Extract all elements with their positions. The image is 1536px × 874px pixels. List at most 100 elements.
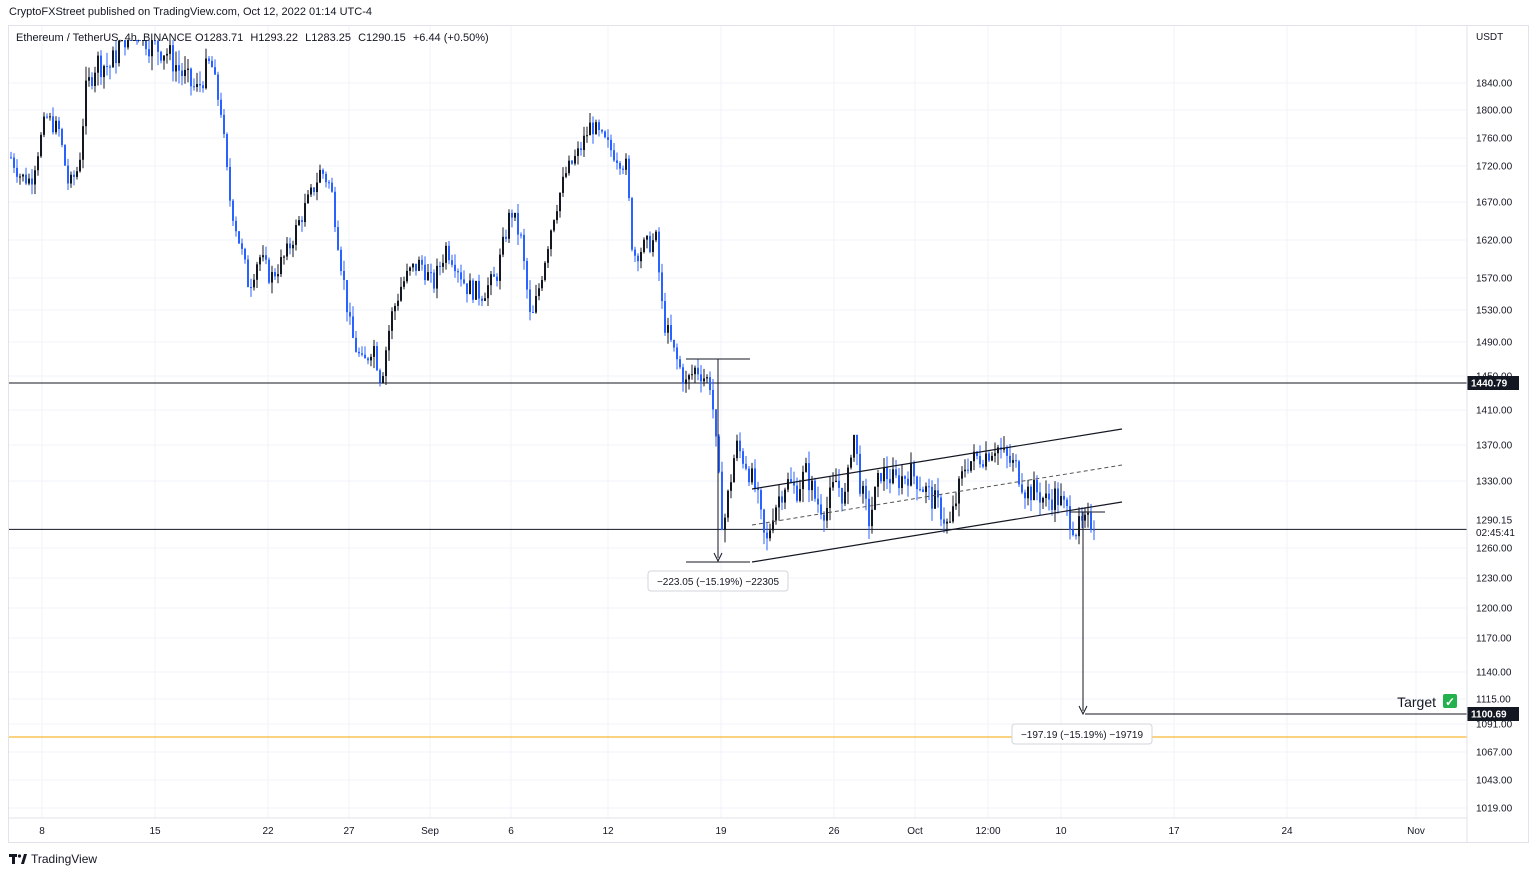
candle-body: [949, 521, 951, 523]
candle: [76, 166, 78, 180]
candle: [349, 302, 351, 325]
candle: [148, 40, 150, 64]
candle-body: [346, 280, 348, 313]
candle-body: [496, 276, 498, 281]
candle-body: [463, 279, 465, 284]
candle-body: [1069, 506, 1071, 530]
candle: [949, 511, 951, 524]
candle-body: [853, 434, 855, 458]
candle-body: [316, 182, 318, 193]
candle: [388, 325, 390, 361]
candles: [10, 40, 1095, 551]
candle-body: [550, 230, 552, 250]
candle-body: [172, 45, 174, 72]
candle-body: [25, 174, 27, 184]
candle: [223, 109, 225, 138]
candle-body: [640, 251, 642, 262]
candle: [1087, 502, 1089, 528]
candle-body: [922, 489, 924, 493]
y-tick-label: 1530.00: [1476, 306, 1513, 317]
candle-body: [1090, 512, 1092, 530]
candle-body: [88, 77, 90, 81]
candle-body: [418, 259, 420, 271]
candle: [370, 353, 372, 367]
candle-body: [433, 272, 435, 289]
candle: [28, 173, 30, 186]
candle: [799, 479, 801, 503]
y-tick-label: 1570.00: [1476, 274, 1513, 285]
candle: [943, 507, 945, 533]
candle-body: [364, 354, 366, 359]
candle: [646, 235, 648, 249]
candle: [685, 370, 687, 393]
candle-body: [565, 173, 567, 177]
candle: [625, 153, 627, 175]
candle-body: [145, 40, 147, 50]
candle-body: [1078, 516, 1080, 537]
candle: [199, 71, 201, 93]
target-price-label: 1100.69: [1471, 710, 1507, 721]
candle-body: [427, 272, 429, 281]
candle-body: [673, 339, 675, 348]
candle-body: [754, 468, 756, 489]
candle: [394, 303, 396, 320]
candle: [391, 307, 393, 340]
candle-body: [379, 370, 381, 383]
candle: [709, 371, 711, 396]
candle: [436, 258, 438, 299]
y-tick-label: 1200.00: [1476, 604, 1513, 615]
candle: [220, 92, 222, 118]
candle-body: [367, 358, 369, 361]
candle-body: [712, 389, 714, 410]
candle: [1003, 436, 1005, 453]
price-axis: USDT 1840.00 1800.00 1760.00 1720.00 1670.00 1…: [1466, 26, 1515, 843]
candle-body: [871, 509, 873, 527]
candle: [811, 475, 813, 501]
high-value: H1293.22: [250, 32, 299, 44]
candle: [463, 270, 465, 285]
candle: [484, 292, 486, 302]
candle: [94, 66, 96, 93]
tradingview-footer[interactable]: TradingView: [9, 851, 97, 867]
candle: [553, 219, 555, 233]
candle-body: [682, 367, 684, 384]
candle: [820, 494, 822, 520]
candle: [196, 72, 198, 92]
candle-body: [1066, 499, 1068, 507]
x-tick-label: 24: [1281, 826, 1293, 837]
candle: [724, 513, 726, 543]
candle: [589, 112, 591, 136]
candle-body: [898, 475, 900, 489]
candle-body: [919, 489, 921, 491]
candle-body: [760, 490, 762, 510]
target-measure-label-box: [1011, 723, 1153, 745]
candle-body: [1006, 448, 1008, 456]
candle-body: [199, 84, 201, 86]
candle: [628, 155, 630, 202]
candle: [298, 216, 300, 226]
candle: [922, 486, 924, 493]
candle-body: [46, 116, 48, 118]
candle: [139, 40, 141, 41]
candle-body: [337, 227, 339, 250]
candle: [85, 66, 87, 135]
candle-body: [442, 262, 444, 267]
candle-body: [241, 243, 243, 249]
chart-frame[interactable]: [8, 25, 1529, 843]
candle-body: [526, 261, 528, 290]
candle-body: [490, 274, 492, 286]
candle: [91, 72, 93, 90]
candle-body: [340, 249, 342, 271]
candle-body: [400, 286, 402, 301]
candle-body: [268, 259, 270, 283]
candle: [505, 229, 507, 242]
candle-body: [280, 257, 282, 275]
candle: [931, 480, 933, 521]
candle-body: [211, 60, 213, 68]
candle: [886, 456, 888, 490]
candle: [742, 448, 744, 469]
candle: [46, 113, 48, 119]
candle: [52, 107, 54, 135]
candle-body: [745, 463, 747, 469]
